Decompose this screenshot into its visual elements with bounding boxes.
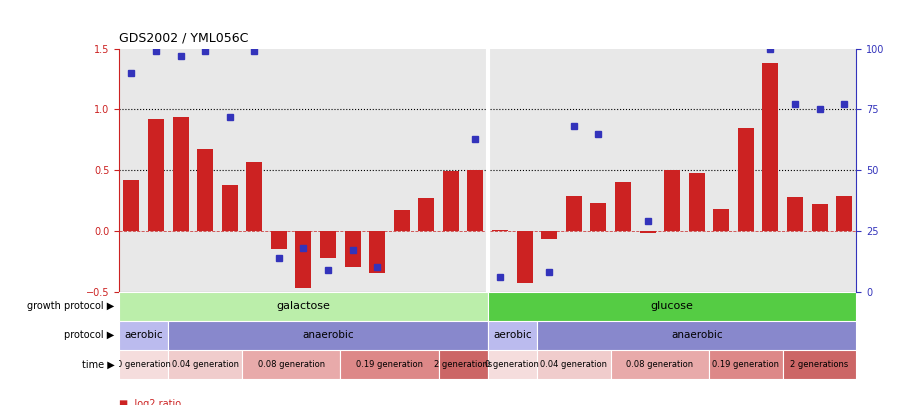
Bar: [296, 231, 311, 288]
Text: 0.04 generation: 0.04 generation: [540, 360, 607, 369]
Bar: [487, 350, 537, 379]
Text: 0 generation: 0 generation: [485, 360, 540, 369]
Bar: [689, 173, 704, 231]
Bar: [119, 321, 169, 350]
Bar: [369, 231, 385, 273]
Bar: [271, 231, 287, 249]
Bar: [517, 231, 532, 283]
Text: 2 generations: 2 generations: [434, 360, 492, 369]
Text: time ▶: time ▶: [82, 360, 114, 369]
Text: 0.19 generation: 0.19 generation: [356, 360, 423, 369]
Bar: [246, 162, 262, 231]
Text: 0.08 generation: 0.08 generation: [257, 360, 324, 369]
Bar: [443, 171, 459, 231]
Bar: [738, 128, 754, 231]
Bar: [709, 350, 782, 379]
Bar: [320, 231, 336, 258]
Bar: [172, 117, 189, 231]
Text: 0 generation: 0 generation: [116, 360, 170, 369]
Bar: [487, 321, 537, 350]
Bar: [344, 231, 361, 267]
Bar: [148, 119, 164, 231]
Bar: [566, 196, 582, 231]
Text: anaerobic: anaerobic: [671, 330, 723, 340]
Bar: [119, 350, 169, 379]
Text: 2 generations: 2 generations: [791, 360, 849, 369]
Bar: [664, 170, 680, 231]
Text: growth protocol ▶: growth protocol ▶: [27, 301, 114, 311]
Bar: [782, 350, 856, 379]
Text: aerobic: aerobic: [125, 330, 163, 340]
Bar: [394, 210, 409, 231]
Bar: [611, 350, 709, 379]
Bar: [541, 231, 557, 239]
Bar: [812, 204, 827, 231]
Bar: [615, 182, 631, 231]
Text: 0.08 generation: 0.08 generation: [627, 360, 693, 369]
Bar: [242, 350, 340, 379]
Bar: [197, 149, 213, 231]
Bar: [537, 350, 611, 379]
Text: galactose: galactose: [277, 301, 331, 311]
Bar: [787, 197, 803, 231]
Text: ■  log2 ratio: ■ log2 ratio: [119, 399, 181, 405]
Text: anaerobic: anaerobic: [302, 330, 354, 340]
Bar: [419, 198, 434, 231]
Bar: [169, 321, 487, 350]
Bar: [762, 63, 779, 231]
Bar: [124, 180, 139, 231]
Bar: [487, 292, 856, 321]
Bar: [119, 292, 487, 321]
Text: aerobic: aerobic: [493, 330, 531, 340]
Bar: [591, 203, 606, 231]
Bar: [467, 170, 484, 231]
Bar: [537, 321, 856, 350]
Text: GDS2002 / YML056C: GDS2002 / YML056C: [119, 32, 248, 45]
Bar: [340, 350, 439, 379]
Bar: [714, 209, 729, 231]
Bar: [222, 185, 237, 231]
Text: 0.19 generation: 0.19 generation: [713, 360, 780, 369]
Bar: [639, 231, 656, 233]
Bar: [169, 350, 242, 379]
Text: protocol ▶: protocol ▶: [64, 330, 114, 340]
Bar: [492, 230, 508, 231]
Text: 0.04 generation: 0.04 generation: [171, 360, 238, 369]
Bar: [439, 350, 487, 379]
Text: glucose: glucose: [650, 301, 693, 311]
Bar: [836, 196, 852, 231]
